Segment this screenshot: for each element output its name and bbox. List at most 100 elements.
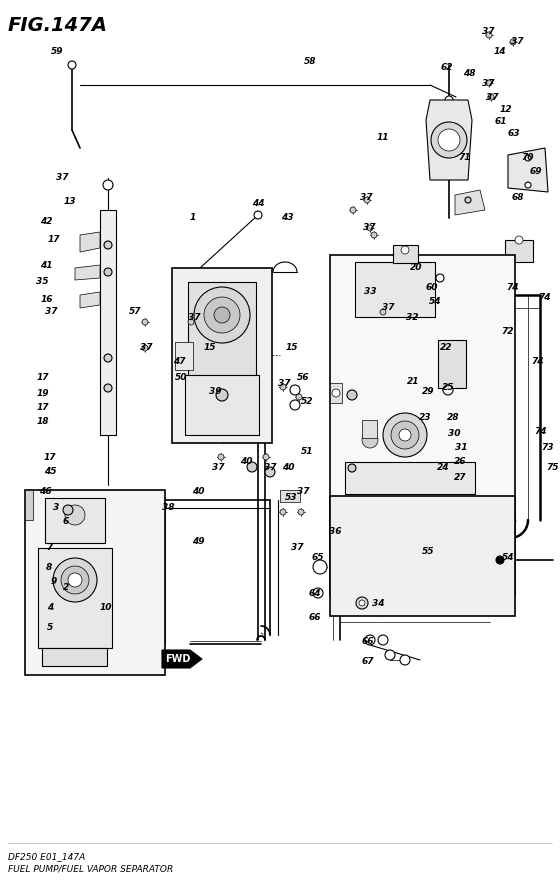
Circle shape xyxy=(254,211,262,219)
Text: 72: 72 xyxy=(502,327,514,337)
Bar xyxy=(280,490,300,502)
Text: 63: 63 xyxy=(508,128,520,138)
Circle shape xyxy=(142,319,148,325)
Text: 26: 26 xyxy=(454,458,466,467)
Circle shape xyxy=(68,61,76,69)
Circle shape xyxy=(103,180,113,190)
Circle shape xyxy=(290,400,300,410)
Circle shape xyxy=(296,394,302,400)
Circle shape xyxy=(488,94,494,100)
Text: 21: 21 xyxy=(407,377,419,386)
Circle shape xyxy=(53,558,97,602)
Text: 37: 37 xyxy=(363,224,375,232)
Text: 14: 14 xyxy=(494,48,506,57)
Bar xyxy=(175,342,193,370)
Text: 12: 12 xyxy=(500,105,512,115)
Circle shape xyxy=(443,385,453,395)
Text: 20: 20 xyxy=(410,263,422,272)
Circle shape xyxy=(313,588,323,598)
Circle shape xyxy=(61,566,89,594)
Circle shape xyxy=(104,384,112,392)
Circle shape xyxy=(104,268,112,276)
Text: 29: 29 xyxy=(422,387,434,397)
Text: 45: 45 xyxy=(44,468,56,476)
Text: 24: 24 xyxy=(437,462,449,471)
Text: 38: 38 xyxy=(162,504,174,513)
Circle shape xyxy=(486,32,492,38)
Circle shape xyxy=(347,390,357,400)
Text: 36: 36 xyxy=(329,528,341,537)
Text: 58: 58 xyxy=(304,57,316,66)
Text: 69: 69 xyxy=(530,167,542,177)
Text: 55: 55 xyxy=(422,547,434,557)
Circle shape xyxy=(515,236,523,244)
Circle shape xyxy=(436,274,444,282)
Bar xyxy=(172,268,272,443)
Circle shape xyxy=(280,384,286,390)
Circle shape xyxy=(188,319,194,325)
Text: 67: 67 xyxy=(362,658,374,667)
Text: 37: 37 xyxy=(291,544,304,552)
Text: 59: 59 xyxy=(51,48,63,57)
Text: 37: 37 xyxy=(45,308,57,316)
Text: DF250 E01_147A: DF250 E01_147A xyxy=(8,852,85,861)
Circle shape xyxy=(214,307,230,323)
Text: 6: 6 xyxy=(63,517,69,527)
Text: 68: 68 xyxy=(512,193,524,202)
Text: 54: 54 xyxy=(429,298,441,307)
Text: 39: 39 xyxy=(209,387,221,397)
Circle shape xyxy=(280,509,286,515)
Polygon shape xyxy=(426,100,472,180)
Bar xyxy=(330,255,515,595)
Circle shape xyxy=(367,225,373,231)
Circle shape xyxy=(218,454,224,460)
Polygon shape xyxy=(455,190,485,215)
Circle shape xyxy=(290,385,300,395)
Text: 47: 47 xyxy=(172,357,185,367)
Text: 37: 37 xyxy=(360,193,372,202)
Text: 75: 75 xyxy=(547,462,559,471)
Text: 37: 37 xyxy=(212,462,224,471)
Text: 74: 74 xyxy=(507,284,519,293)
Circle shape xyxy=(365,635,375,645)
Circle shape xyxy=(445,96,453,104)
Text: 44: 44 xyxy=(252,199,264,208)
Text: 4: 4 xyxy=(47,603,53,612)
Text: 37: 37 xyxy=(382,302,394,311)
Bar xyxy=(505,240,533,262)
Circle shape xyxy=(525,182,531,188)
Text: 60: 60 xyxy=(426,284,438,293)
Circle shape xyxy=(216,389,228,401)
Polygon shape xyxy=(508,148,548,192)
Circle shape xyxy=(371,232,377,238)
Text: 56: 56 xyxy=(297,374,309,383)
Circle shape xyxy=(385,650,395,660)
Circle shape xyxy=(391,421,419,449)
Text: 48: 48 xyxy=(463,68,475,78)
Text: 65: 65 xyxy=(312,553,324,562)
Text: 13: 13 xyxy=(64,197,76,207)
Bar xyxy=(38,548,112,648)
Bar xyxy=(345,462,475,494)
Text: 57: 57 xyxy=(129,308,141,316)
Text: 37: 37 xyxy=(511,37,523,47)
Text: 31: 31 xyxy=(455,444,467,453)
Bar xyxy=(100,210,116,435)
Text: 17: 17 xyxy=(48,235,60,245)
Text: 37: 37 xyxy=(264,462,276,471)
Circle shape xyxy=(380,309,386,315)
Text: 37: 37 xyxy=(482,79,494,88)
Text: FWD: FWD xyxy=(165,654,191,664)
Text: 40: 40 xyxy=(192,487,204,497)
Circle shape xyxy=(431,122,467,158)
Circle shape xyxy=(204,297,240,333)
Text: 66: 66 xyxy=(309,613,321,621)
Circle shape xyxy=(298,509,304,515)
Polygon shape xyxy=(80,292,100,308)
Text: 37: 37 xyxy=(482,27,494,36)
Text: 23: 23 xyxy=(419,414,431,423)
Text: 19: 19 xyxy=(37,388,49,398)
Text: 37: 37 xyxy=(297,487,309,497)
Text: 37: 37 xyxy=(140,344,152,353)
Bar xyxy=(45,498,105,543)
